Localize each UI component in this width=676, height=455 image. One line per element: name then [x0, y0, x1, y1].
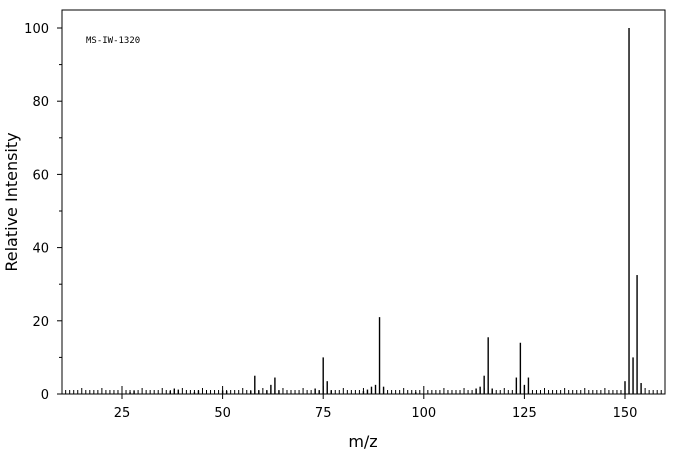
- chart-annotation: MS-IW-1320: [86, 36, 140, 46]
- y-tick-label: 100: [24, 22, 49, 37]
- x-axis-label: m/z: [348, 432, 377, 451]
- y-tick-label: 0: [41, 388, 49, 403]
- x-tick-label: 25: [114, 406, 131, 421]
- x-tick-label: 125: [512, 406, 537, 421]
- spectrum-peaks: [129, 28, 642, 394]
- plot-frame: [61, 9, 666, 395]
- y-axis-label: Relative Intensity: [2, 132, 21, 271]
- y-tick-label: 80: [32, 95, 49, 110]
- x-tick-label: 100: [411, 406, 436, 421]
- x-tick-label: 50: [214, 406, 231, 421]
- x-axis-ticks: 25 50 75 100 125 150: [114, 394, 638, 421]
- y-tick-label: 20: [32, 315, 49, 330]
- y-tick-label: 60: [32, 168, 49, 183]
- x-tick-label: 75: [315, 406, 332, 421]
- y-axis-ticks: 0 20 40 60 80 100: [24, 22, 62, 403]
- x-tick-label: 150: [613, 406, 638, 421]
- y-tick-label: 40: [32, 242, 49, 257]
